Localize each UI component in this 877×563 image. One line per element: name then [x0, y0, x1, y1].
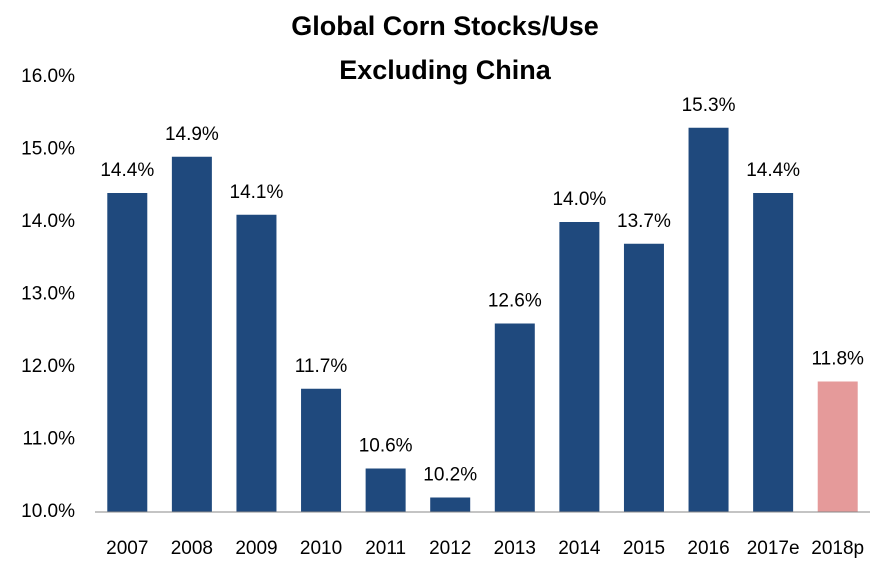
x-tick-label: 2014	[558, 538, 601, 559]
x-tick-label: 2012	[429, 538, 471, 559]
bar	[559, 222, 600, 512]
x-tick-label: 2007	[106, 538, 148, 559]
x-tick-label: 2010	[300, 538, 342, 559]
bar	[301, 388, 342, 512]
data-label: 12.6%	[488, 291, 542, 312]
bar	[688, 127, 729, 512]
x-tick-label: 2015	[623, 538, 665, 559]
y-tick-label: 10.0%	[21, 501, 75, 522]
bar	[365, 468, 406, 512]
chart-title: Excluding China	[339, 55, 552, 85]
x-tick-label: 2016	[687, 538, 729, 559]
y-tick-label: 16.0%	[21, 66, 75, 87]
data-label: 14.1%	[230, 182, 284, 203]
x-tick-label: 2017e	[747, 538, 800, 559]
bar	[171, 156, 212, 512]
x-tick-label: 2009	[235, 538, 277, 559]
data-label: 10.6%	[359, 436, 413, 457]
data-label: 10.2%	[423, 465, 477, 486]
y-tick-label: 12.0%	[21, 356, 75, 377]
data-label: 14.4%	[746, 160, 800, 181]
x-tick-label: 2018p	[811, 538, 864, 559]
data-label: 11.8%	[811, 349, 864, 370]
data-label: 14.0%	[552, 189, 606, 210]
bar	[236, 214, 277, 512]
y-tick-label: 13.0%	[21, 284, 75, 305]
x-tick-label: 2008	[171, 538, 213, 559]
bar	[107, 193, 148, 512]
data-label: 14.9%	[165, 124, 219, 145]
x-tick-label: 2013	[494, 538, 536, 559]
data-label: 14.4%	[100, 160, 154, 181]
bar	[430, 497, 471, 512]
chart-title: Global Corn Stocks/Use	[291, 11, 599, 41]
y-tick-label: 15.0%	[21, 139, 75, 160]
data-label: 15.3%	[682, 95, 736, 116]
x-tick-label: 2011	[365, 538, 406, 559]
bar	[753, 193, 794, 512]
bar	[623, 243, 664, 512]
y-tick-label: 11.0%	[23, 429, 76, 450]
y-tick-label: 14.0%	[21, 211, 75, 232]
bar	[817, 381, 858, 512]
data-label: 13.7%	[617, 211, 671, 232]
bar	[494, 323, 535, 512]
data-label: 11.7%	[295, 356, 348, 377]
